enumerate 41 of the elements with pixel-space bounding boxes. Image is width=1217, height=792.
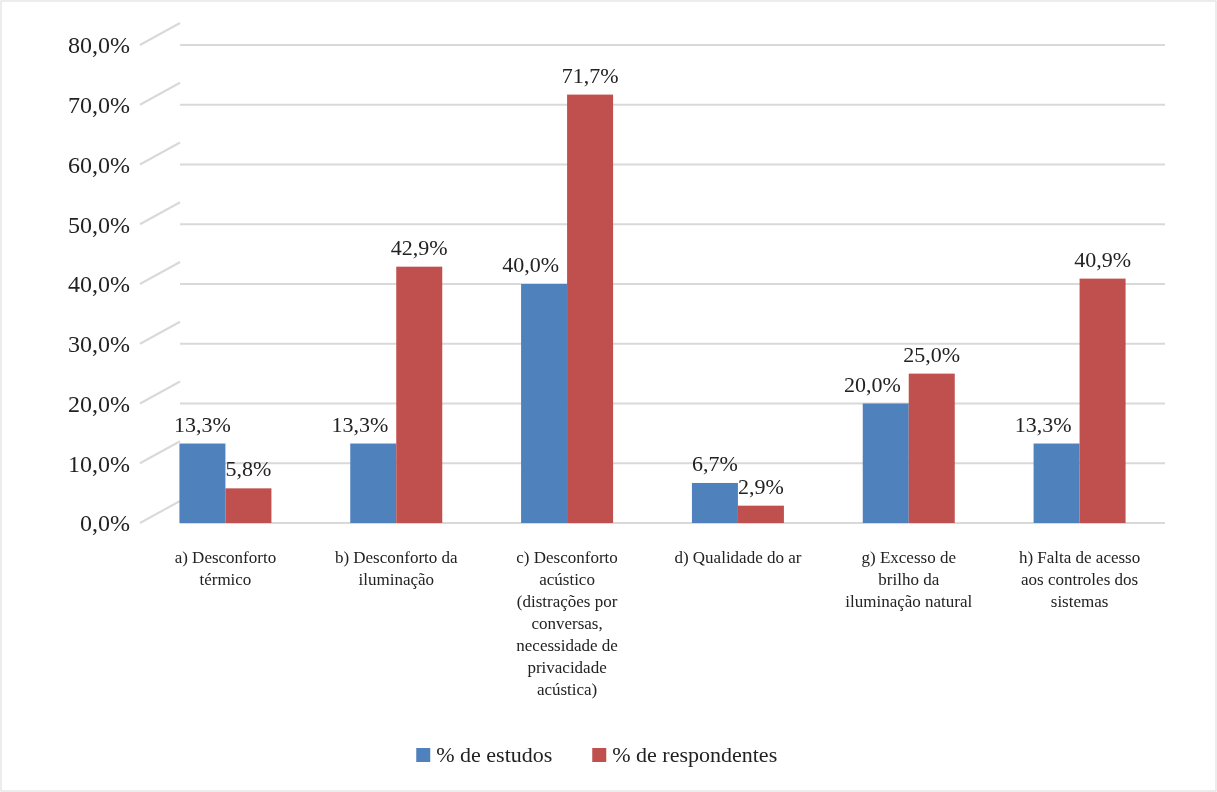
x-tick-label: c) Desconforto acústico (distrações por conversas, necessidade de privacidade acústica) (516, 548, 618, 699)
y-tick-label: 50,0% (68, 211, 130, 238)
y-tick-label: 30,0% (68, 331, 130, 358)
data-label: 25,0% (903, 341, 961, 367)
data-label: 71,7% (561, 62, 619, 88)
data-label: 42,9% (390, 234, 448, 260)
x-tick-label: g) Excesso de brilho da iluminação natural (845, 548, 973, 611)
data-label: 20,0% (843, 371, 901, 397)
x-tick-label: h) Falta de acesso aos controles dos sistemas (1018, 548, 1141, 611)
bar (179, 443, 226, 523)
bar (521, 284, 568, 523)
y-tick-label: 70,0% (68, 92, 130, 119)
x-tick-label: a) Desconforto térmico (174, 548, 277, 589)
data-label: 13,3% (331, 411, 389, 437)
data-label: 40,0% (502, 252, 560, 277)
legend-label: % de estudos (436, 742, 553, 767)
bar (691, 482, 738, 523)
data-label: 40,9% (1074, 246, 1131, 272)
data-label: 13,3% (174, 411, 231, 437)
data-label: 13,3% (1014, 411, 1072, 437)
bar (396, 266, 443, 523)
data-label: 5,8% (225, 456, 272, 482)
bar (1033, 443, 1080, 523)
bar (350, 443, 397, 523)
y-tick-label: 60,0% (68, 151, 130, 178)
bar (862, 403, 909, 523)
data-label: 6,7% (692, 450, 738, 476)
x-tick-label: b) Desconforto da iluminação (334, 548, 459, 589)
y-tick-label: 40,0% (68, 271, 130, 298)
bar (225, 488, 272, 523)
bar (1079, 278, 1126, 523)
bar (908, 373, 955, 523)
x-tick-label: d) Qualidade do ar (674, 548, 802, 567)
y-tick-label: 10,0% (68, 450, 130, 477)
legend-label: % de respondentes (612, 742, 778, 767)
y-tick-label: 0,0% (80, 510, 130, 537)
y-tick-label: 20,0% (68, 390, 130, 417)
bar (567, 94, 614, 523)
y-tick-label: 80,0% (68, 32, 130, 59)
bar (737, 505, 784, 523)
data-label: 2,9% (738, 473, 784, 499)
